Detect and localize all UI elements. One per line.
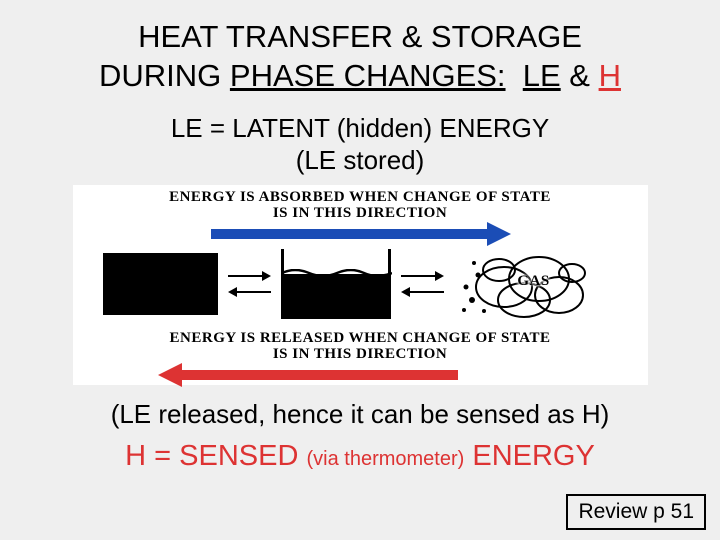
- sensed-post: ENERGY: [464, 440, 595, 472]
- gas-icon: GAS: [454, 245, 594, 323]
- diagram-bot-line2: IS IN THIS DIRECTION: [273, 346, 447, 362]
- sensed-text: H = SENSED (via thermometer) ENERGY: [0, 440, 720, 473]
- title-line1: HEAT TRANSFER & STORAGE: [138, 19, 582, 54]
- states-row: GAS: [103, 245, 618, 323]
- subtitle-line1: LE = LATENT (hidden) ENERGY: [171, 113, 549, 143]
- title-h: H: [599, 58, 621, 93]
- review-box: Review p 51: [566, 494, 706, 530]
- gas-label: GAS: [454, 273, 594, 290]
- transition-arrows-1: [228, 271, 271, 297]
- sensed-paren: (via thermometer): [306, 448, 464, 470]
- absorb-arrow: [211, 226, 511, 242]
- diagram-bottom-text: ENERGY IS RELEASED WHEN CHANGE OF STATE …: [73, 330, 648, 363]
- diagram-bot-line1: ENERGY IS RELEASED WHEN CHANGE OF STATE: [170, 330, 551, 346]
- solid-icon: [103, 253, 218, 315]
- released-text: (LE released, hence it can be sensed as …: [0, 399, 720, 430]
- title-le: LE: [523, 58, 561, 93]
- subtitle-line2: (LE stored): [296, 145, 425, 175]
- title-line2-pre: DURING: [99, 58, 230, 93]
- title: HEAT TRANSFER & STORAGE DURING PHASE CHA…: [0, 0, 720, 96]
- release-arrow: [158, 367, 458, 383]
- diagram-top-line1: ENERGY IS ABSORBED WHEN CHANGE OF STATE: [169, 189, 551, 205]
- transition-arrows-2: [401, 271, 444, 297]
- phase-diagram: ENERGY IS ABSORBED WHEN CHANGE OF STATE …: [73, 185, 648, 385]
- title-amp: &: [561, 58, 599, 93]
- sensed-pre: H = SENSED: [125, 440, 306, 472]
- diagram-top-line2: IS IN THIS DIRECTION: [273, 205, 447, 221]
- liquid-icon: [281, 249, 391, 319]
- diagram-top-text: ENERGY IS ABSORBED WHEN CHANGE OF STATE …: [73, 189, 648, 222]
- subtitle: LE = LATENT (hidden) ENERGY (LE stored): [0, 112, 720, 177]
- title-line2-underline: PHASE CHANGES:: [230, 58, 506, 93]
